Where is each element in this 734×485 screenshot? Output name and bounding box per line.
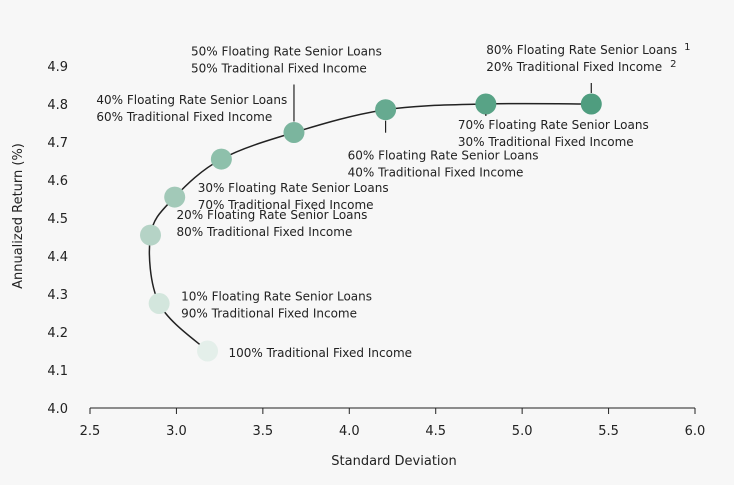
point-label-line1: 60% Floating Rate Senior Loans [348,149,539,163]
point-label-line2: 90% Traditional Fixed Income [181,307,357,321]
point-label-line1: 70% Floating Rate Senior Loans [458,118,649,132]
point-label-line2: 70% Traditional Fixed Income [198,198,374,212]
x-tick-label: 5.5 [598,424,619,439]
footnote-marker: 2 [670,59,676,70]
y-tick-label: 4.1 [47,364,68,379]
point-label-line1: 10% Floating Rate Senior Loans [181,290,372,304]
point-label-line2: 40% Traditional Fixed Income [348,166,524,180]
x-tick-label: 3.5 [253,424,274,439]
data-point [197,340,219,362]
point-label-line2: 30% Traditional Fixed Income [458,135,634,149]
point-label-line2: 60% Traditional Fixed Income [96,110,272,124]
point-label-line2: 50% Traditional Fixed Income [191,62,367,76]
y-tick-label: 4.6 [47,174,68,189]
point-labels: 100% Traditional Fixed Income 10% Floatin… [96,42,690,360]
point-label-line2: 80% Traditional Fixed Income [177,225,353,239]
x-tick-label: 4.0 [339,424,360,439]
point-label-line1: 50% Floating Rate Senior Loans [191,45,382,59]
x-tick-label: 4.5 [425,424,446,439]
data-point [375,99,397,121]
x-tick-label: 6.0 [685,424,706,439]
leader-lines [293,83,592,133]
y-axis-title: Annualized Return (%) [11,143,26,289]
y-ticks: 4.0 4.1 4.2 4.3 4.4 4.5 4.6 4.7 4.8 4.9 [47,60,68,417]
data-point [283,122,305,143]
x-tick-label: 3.0 [166,424,187,439]
y-tick-label: 4.8 [47,98,68,113]
point-label-line1: 30% Floating Rate Senior Loans [198,181,389,195]
data-point [210,148,232,170]
x-tick-label: 5.0 [512,424,533,439]
x-ticks: 2.5 3.0 3.5 4.0 4.5 5.0 5.5 6.0 [80,408,706,439]
data-point [148,293,170,314]
x-tick-label: 2.5 [80,424,101,439]
data-point [164,186,186,208]
y-tick-label: 4.2 [47,326,68,341]
x-axis-title: Standard Deviation [331,454,456,469]
point-label-line1: 100% Traditional Fixed Income [229,346,412,360]
point-label-line1: 80% Floating Rate Senior Loans [486,43,677,57]
y-tick-label: 4.9 [47,60,68,75]
point-label-line1: 40% Floating Rate Senior Loans [96,93,287,107]
points-layer [140,93,602,362]
data-point [475,93,497,115]
frontier-curve [148,102,592,352]
y-tick-label: 4.3 [47,288,68,303]
y-tick-label: 4.7 [47,136,68,151]
y-tick-label: 4.0 [47,402,68,417]
point-label-line2: 20% Traditional Fixed Income [486,60,662,74]
y-tick-label: 4.5 [47,212,68,227]
point-label-line1: 20% Floating Rate Senior Loans [177,208,368,222]
data-point [140,224,161,246]
y-tick-label: 4.4 [47,250,68,265]
footnote-marker: 1 [684,42,690,53]
data-point [580,93,602,115]
